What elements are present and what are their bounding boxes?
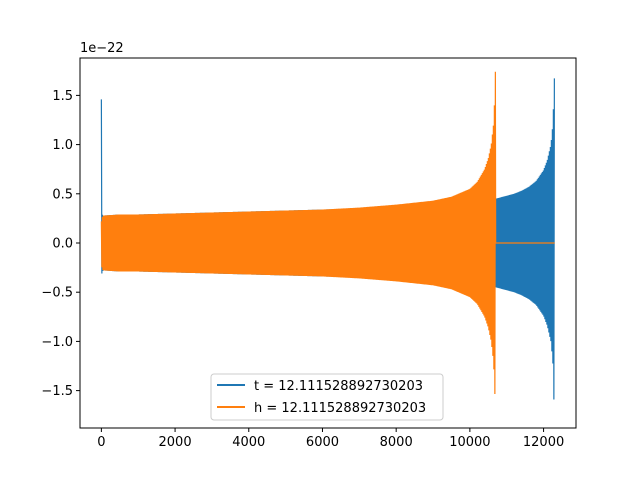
y-offset-label: 1e−22 bbox=[80, 41, 124, 56]
x-tick-label: 4000 bbox=[232, 435, 265, 450]
legend: t = 12.111528892730203 h = 12.1115288927… bbox=[210, 373, 444, 421]
y-tick-label: 1.0 bbox=[52, 138, 73, 153]
x-tick-label: 2000 bbox=[159, 435, 192, 450]
legend-label-t: t = 12.111528892730203 bbox=[254, 379, 423, 394]
y-axis: −1.5 −1.0 −0.5 0.0 0.5 1.0 1.5 bbox=[41, 89, 80, 399]
x-tick-label: 12000 bbox=[523, 435, 564, 450]
x-tick-label: 8000 bbox=[380, 435, 413, 450]
y-tick-label: −1.5 bbox=[41, 384, 73, 399]
y-tick-label: 1.5 bbox=[52, 89, 73, 104]
legend-label-h: h = 12.111528892730203 bbox=[254, 401, 426, 416]
y-tick-label: 0.5 bbox=[52, 187, 73, 202]
series-line-h bbox=[100, 71, 555, 395]
y-tick-label: 0.0 bbox=[52, 237, 73, 252]
legend-box bbox=[210, 373, 444, 421]
x-axis: 0 2000 4000 6000 8000 10000 12000 bbox=[97, 428, 564, 450]
y-tick-label: −0.5 bbox=[41, 286, 73, 301]
x-tick-label: 6000 bbox=[306, 435, 339, 450]
series-layer bbox=[100, 71, 555, 400]
x-tick-label: 10000 bbox=[449, 435, 490, 450]
x-tick-label: 0 bbox=[97, 435, 105, 450]
y-tick-label: −1.0 bbox=[41, 335, 73, 350]
